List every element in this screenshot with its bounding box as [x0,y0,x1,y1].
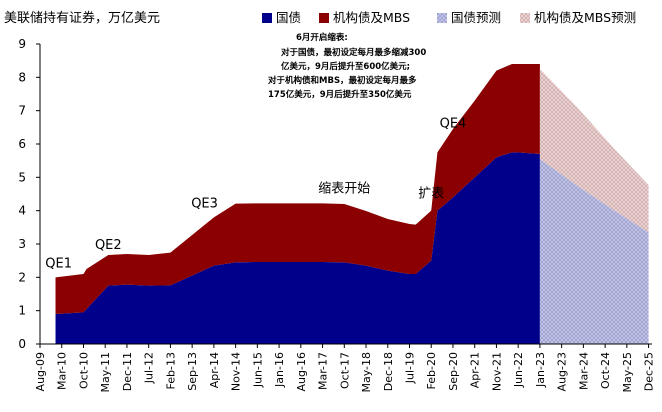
legend-swatch-mbs-forecast [520,13,530,23]
x-tick-label: Sep-20 [447,352,460,391]
y-tick-label: 2 [18,270,26,284]
annotations: QE1 QE2 QE3 缩表开始 扩表 QE4 [45,116,466,271]
x-tick-label: Feb-20 [425,352,438,389]
legend-swatch-treasury-forecast [437,13,447,23]
x-tick-label: May-18 [360,352,373,393]
annotation-label: 缩表开始 [318,180,370,196]
annotation-label: QE3 [191,196,218,211]
x-tick-label: Nov-14 [230,352,243,391]
area-treasury-forecast [539,159,649,344]
x-tick-label: Jul-19 [403,352,416,384]
y-tick-label: 8 [18,70,26,84]
area-mbs-forecast [539,69,649,233]
x-tick-label: Aug-23 [556,352,569,391]
x-tick-label: Nov-21 [490,352,503,391]
y-tick-label: 7 [18,104,26,118]
x-tick-label: Oct-24 [599,352,612,389]
y-tick-label: 6 [18,137,26,151]
x-tick-label: Apr-21 [469,352,482,388]
x-tick-label: Jan-16 [273,352,286,388]
x-tick-label: Aug-16 [295,352,308,391]
x-tick-label: Apr-14 [208,352,221,388]
note-line-5: 175亿美元，9月后提升至350亿美元 [268,89,412,100]
y-tick-label: 0 [18,337,26,351]
x-tick-label: Sep-13 [186,352,199,391]
legend-label-treasury: 国债 [276,10,301,25]
y-tick-label: 5 [18,170,26,184]
x-tick-label: Dec-25 [643,352,656,391]
y-tick-label: 3 [18,237,26,251]
legend-label-mbs: 机构债及MBS [333,10,410,25]
x-tick-label: May-25 [621,352,634,393]
y-tick-label: 1 [18,304,26,318]
legend-label-mbs-forecast: 机构债及MBS预测 [534,10,636,25]
x-tick-label: Jun-22 [512,352,525,388]
x-tick-label: Oct-17 [338,352,351,389]
annotation-label: QE2 [95,238,122,253]
legend: 国债 机构债及MBS 国债预测 机构债及MBS预测 [262,10,636,25]
annotation-label: QE1 [45,256,72,271]
x-tick-label: Dec-11 [121,352,134,391]
x-tick-label: Mar-24 [577,352,590,390]
area-treasury [55,152,540,344]
chart-title: 美联储持有证券，万亿美元 [4,10,160,26]
note-line-1: 6月开启缩表: [296,32,348,43]
x-tick-label: Jun-15 [251,352,264,388]
note-line-4: 对于机构债和MBS，最初设定每月最多 [268,75,417,86]
area-mbs [55,64,540,314]
legend-swatch-mbs [319,13,329,23]
plot-area [55,64,649,344]
x-tick-label: May-11 [99,352,112,393]
annotation-label: 扩表 [418,186,444,201]
axes: 0 1 2 3 4 5 6 7 8 9 Aug-09 Mar-10 Oct-10 May-11 Dec-11… [18,37,655,393]
note-line-3: 亿美元，9月后提升至600亿美元; [281,61,410,72]
x-tick-label: Mar-17 [317,352,330,390]
x-tick-label: Aug-09 [34,352,47,391]
x-tick-label: Jul-12 [143,352,156,384]
note-line-2: 对于国债，最初设定每月最多缩减300 [281,47,426,58]
y-tick-label: 9 [18,37,26,51]
legend-label-treasury-forecast: 国债预测 [451,10,501,25]
x-tick-label: Dec-18 [382,352,395,391]
x-tick-label: Jan-23 [534,352,547,388]
x-tick-label: Oct-10 [77,352,90,389]
annotation-label: QE4 [440,116,467,131]
x-tick-label: Mar-10 [56,352,69,390]
legend-swatch-treasury [262,13,272,23]
y-tick-label: 4 [18,204,26,218]
x-tick-label: Feb-13 [164,352,177,389]
